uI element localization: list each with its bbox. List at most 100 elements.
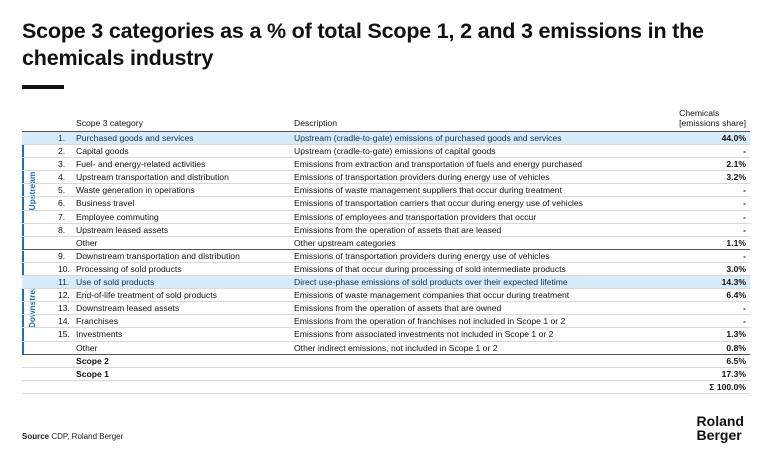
table-row: 8. Upstream leased assets Emissions from… [22, 224, 750, 237]
row-description: Emissions of transportation providers du… [294, 250, 550, 261]
table-row: 3. Fuel- and energy-related activities E… [22, 158, 750, 172]
row-value: - [743, 250, 746, 261]
row-description: Emissions of waste management suppliers … [294, 185, 562, 196]
row-description: Emissions of waste management companies … [294, 290, 570, 301]
row-description: Emissions from associated investments no… [294, 329, 554, 340]
row-value: 44.0% [721, 133, 746, 143]
row-description: Emissions from the operation of assets t… [294, 303, 502, 314]
row-number: 8. [58, 224, 66, 235]
table-row: Other Other upstream categories 1.1% [22, 237, 750, 250]
table-row: 13. Downstream leased assets Emissions f… [22, 302, 750, 316]
header-value-line1: Chemicals [679, 108, 720, 118]
row-description: Emissions of transportation carriers tha… [294, 198, 583, 209]
title-underline [22, 85, 64, 89]
table-row: 5. Waste generation in operations Emissi… [22, 184, 750, 198]
row-number: 13. [58, 303, 70, 314]
row-description: Direct use-phase emissions of sold produ… [294, 277, 568, 288]
source-label: Source [22, 432, 50, 441]
row-value: 3.0% [726, 263, 746, 274]
row-category: Upstream transportation and distribution [76, 172, 229, 183]
table-body: Upstream Downstream 1. Purchased goods a… [22, 132, 750, 394]
row-category: Employee commuting [76, 211, 159, 222]
row-description: Other indirect emissions, not included i… [294, 342, 498, 353]
row-category: Other [76, 342, 98, 353]
row-category: Business travel [76, 198, 135, 209]
row-category: Upstream leased assets [76, 224, 169, 235]
row-value: - [743, 198, 746, 209]
row-number: 2. [58, 146, 66, 157]
row-value: 6.5% [726, 355, 746, 366]
row-category: Scope 1 [76, 368, 109, 379]
row-category: Capital goods [76, 146, 129, 157]
table-header: Scope 3 category Description Chemicals [… [22, 103, 750, 132]
row-value: 1.3% [726, 329, 746, 340]
header-description: Description [294, 118, 337, 128]
row-value: 14.3% [721, 277, 746, 288]
row-category: Downstream transportation and distributi… [76, 250, 240, 261]
row-number: 6. [58, 198, 66, 209]
source-note: Source CDP, Roland Berger [22, 432, 123, 441]
row-value: - [743, 303, 746, 314]
row-description: Emissions of employees and transportatio… [294, 211, 537, 222]
row-value: - [743, 316, 746, 327]
row-value: - [743, 185, 746, 196]
table-row: 6. Business travel Emissions of transpor… [22, 197, 750, 211]
row-category: Investments [76, 329, 123, 340]
row-category: End-of-life treatment of sold products [76, 290, 217, 301]
row-value: 6.4% [726, 290, 746, 301]
row-description: Emissions from the operation of franchis… [294, 316, 566, 327]
table-row: Other Other indirect emissions, not incl… [22, 342, 750, 355]
row-value: - [743, 146, 746, 157]
table-row: 10. Processing of sold products Emission… [22, 263, 750, 277]
downstream-band: Downstream [22, 251, 40, 355]
header-value-line2: [emissions share] [679, 118, 746, 128]
row-number: 9. [58, 250, 66, 261]
row-category: Other [76, 237, 98, 248]
header-value: Chemicals [emissions share] [679, 108, 746, 128]
row-description: Emissions from the operation of assets t… [294, 224, 502, 235]
upstream-band: Upstream [22, 132, 40, 250]
table-row: 7. Employee commuting Emissions of emplo… [22, 211, 750, 224]
row-number: 10. [58, 263, 70, 274]
row-value: 3.2% [726, 172, 746, 183]
table-row: Scope 2 6.5% [22, 355, 750, 368]
row-description: Emissions from extraction and transporta… [294, 159, 583, 170]
row-value: 0.8% [726, 342, 746, 353]
table-row: 12. End-of-life treatment of sold produc… [22, 289, 750, 303]
row-category: Purchased goods and services [76, 133, 194, 143]
row-category: Franchises [76, 316, 119, 327]
table-row: 2. Capital goods Upstream (cradle-to-gat… [22, 145, 750, 159]
table-row: 11. Use of sold products Direct use-phas… [22, 276, 750, 290]
row-description: Emissions of that occur during processin… [294, 263, 566, 274]
row-number: 15. [58, 329, 70, 340]
row-category: Use of sold products [76, 277, 155, 288]
row-description: Upstream (cradle-to-gate) emissions of c… [294, 146, 496, 157]
logo-line1: Roland [696, 413, 744, 429]
source-text: CDP, Roland Berger [51, 432, 124, 441]
table-row: 1. Purchased goods and services Upstream… [22, 132, 750, 146]
row-value: - [743, 224, 746, 235]
page-title: Scope 3 categories as a % of total Scope… [22, 19, 704, 70]
row-value: - [743, 211, 746, 222]
logo-line2: Berger [696, 427, 742, 443]
header-category: Scope 3 category [76, 118, 143, 128]
row-number: 11. [58, 277, 70, 288]
row-number: 4. [58, 172, 66, 183]
row-description: Upstream (cradle-to-gate) emissions of p… [294, 133, 562, 143]
row-value: 2.1% [726, 159, 746, 170]
row-category: Scope 2 [76, 355, 109, 366]
roland-berger-logo: Roland Berger [697, 414, 744, 442]
row-number: 3. [58, 159, 66, 170]
table-row: Scope 1 17.3% [22, 368, 750, 381]
table-row: 14. Franchises Emissions from the operat… [22, 315, 750, 329]
row-category: Waste generation in operations [76, 185, 195, 196]
row-category: Downstream leased assets [76, 303, 180, 314]
row-number: 5. [58, 185, 66, 196]
total-value: Σ 100.0% [709, 381, 746, 392]
table-row: 15. Investments Emissions from associate… [22, 328, 750, 342]
row-category: Fuel- and energy-related activities [76, 159, 206, 170]
row-number: 1. [58, 133, 66, 143]
table-row: 9. Downstream transportation and distrib… [22, 250, 750, 263]
row-number: 7. [58, 211, 66, 222]
row-number: 14. [58, 316, 70, 327]
